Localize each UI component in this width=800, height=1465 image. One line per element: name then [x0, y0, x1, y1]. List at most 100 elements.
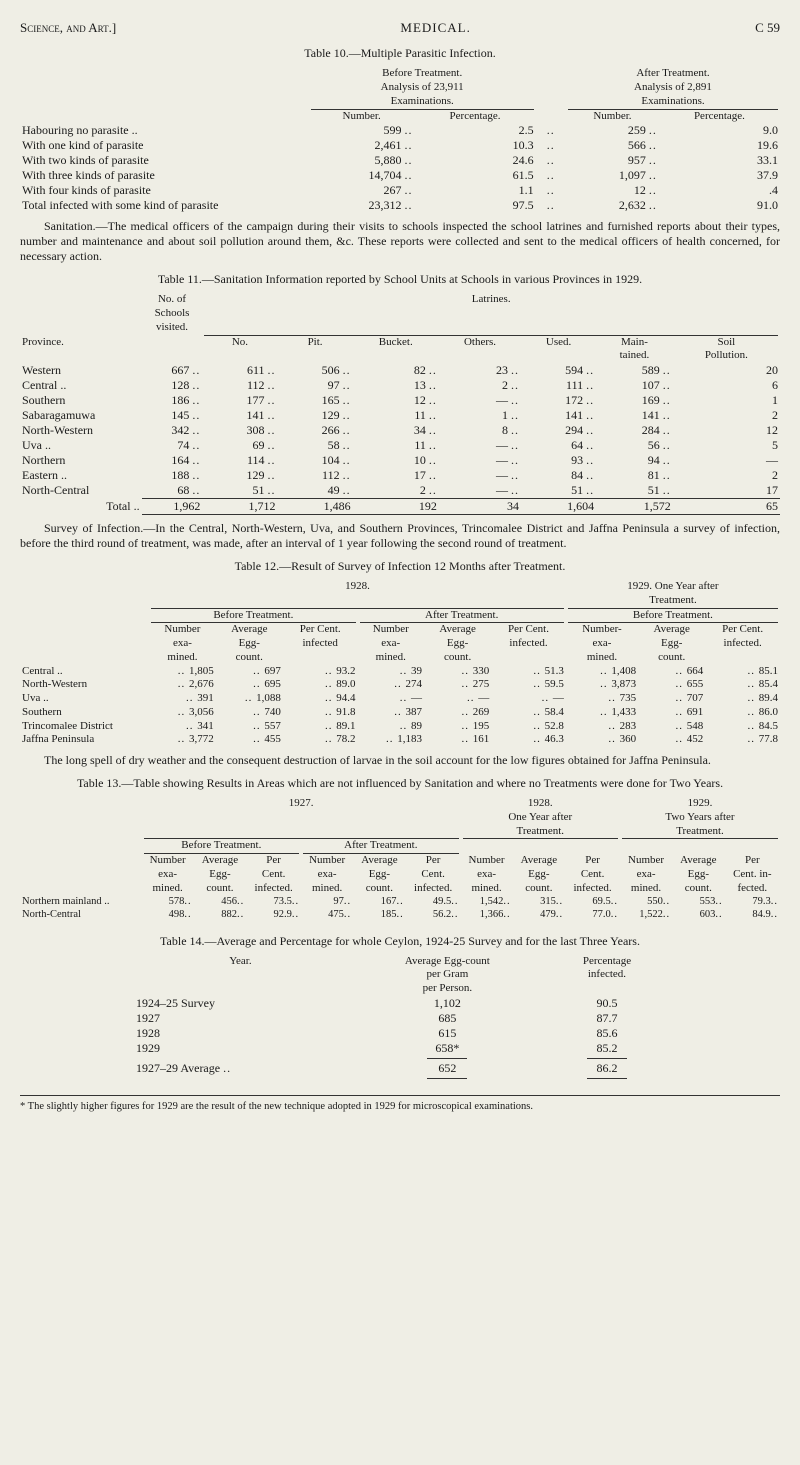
table-row: Habouring no parasite ..599 ..2.5..259 .…	[20, 123, 780, 138]
cell: 58 ..	[278, 438, 353, 453]
cell: 79.3..	[725, 895, 780, 908]
cell: .. 94.4	[283, 692, 358, 706]
cell: .. 735	[566, 692, 638, 706]
cell: 169 ..	[596, 393, 673, 408]
cell: 141 ..	[596, 408, 673, 423]
table-row: With one kind of parasite2,461 ..10.3..5…	[20, 138, 780, 153]
cell: .. 283	[566, 720, 638, 734]
cell: 87.7	[548, 1011, 666, 1026]
cell: 24.6	[414, 153, 535, 168]
cell: .. 1,805	[149, 665, 216, 679]
table-avg-row: 1927–29 Average ..65286.2	[134, 1061, 666, 1076]
cell: .. 3,873	[566, 678, 638, 692]
t12-bt2: Before Treatment.	[566, 609, 780, 623]
cell: 23,312 ..	[309, 198, 415, 213]
cell: .. —	[358, 692, 425, 706]
table-row: With two kinds of parasite5,880 ..24.6..…	[20, 153, 780, 168]
header-left: Science, and Art.]	[20, 20, 116, 36]
cell: 589 ..	[596, 363, 673, 378]
cell: 94 ..	[596, 453, 673, 468]
cell: ..	[536, 168, 566, 183]
table-row: 192768587.7	[134, 1011, 666, 1026]
cell: 37.9	[659, 168, 780, 183]
col-head: Average Egg- count.	[513, 854, 566, 895]
cell: .. 691	[638, 706, 705, 720]
table12: 1928. 1929. One Year after Treatment. Be…	[20, 580, 780, 747]
cell: 97.5	[414, 198, 535, 213]
t13-1928: 1928. One Year after Treatment.	[461, 797, 620, 838]
row-label: Central ..	[20, 665, 149, 679]
cell: 19.6	[659, 138, 780, 153]
cell: 957 ..	[566, 153, 659, 168]
cell: —	[673, 453, 780, 468]
col-head: Average Egg- count.	[353, 854, 406, 895]
cell: 1,962	[142, 499, 203, 515]
table-row: North-Central498..882..92.9..475..185..5…	[20, 908, 780, 921]
cell: .. 269	[424, 706, 491, 720]
t11-c5: Main- tained.	[596, 336, 673, 364]
cell: .. 330	[424, 665, 491, 679]
cell: 185..	[353, 908, 406, 921]
cell: 10 ..	[353, 453, 439, 468]
cell: 34 ..	[353, 423, 439, 438]
survey-para: Survey of Infection.—In the Central, Nor…	[20, 521, 780, 551]
cell: 165 ..	[278, 393, 353, 408]
t11-c6: Soil Pollution.	[673, 336, 780, 364]
t10-num-b: Number.	[309, 110, 415, 124]
cell: 652	[347, 1061, 548, 1076]
row-label: North-Western	[20, 678, 149, 692]
table11-caption: Table 11.—Sanitation Information reporte…	[20, 272, 780, 287]
cell: 10.3	[414, 138, 535, 153]
cell: 91.0	[659, 198, 780, 213]
cell: 61.5	[414, 168, 535, 183]
row-label: North-Western	[20, 423, 142, 438]
t12-s1: Average Egg- count.	[216, 623, 283, 664]
cell: 1,712	[202, 499, 277, 515]
header-right: C 59	[755, 20, 780, 36]
col-head: Per Cent. infected.	[246, 854, 301, 895]
row-label: North-Central	[20, 483, 142, 499]
cell: 12 ..	[353, 393, 439, 408]
cell: .. 1,433	[566, 706, 638, 720]
table13-caption: Table 13.—Table showing Results in Areas…	[20, 776, 780, 791]
cell: 553..	[672, 895, 725, 908]
t11-c0: No.	[202, 336, 277, 364]
cell: 49 ..	[278, 483, 353, 499]
col-head: Number exa- mined.	[142, 854, 194, 895]
cell: .. 59.5	[491, 678, 566, 692]
footnote: * The slightly higher figures for 1929 a…	[20, 1095, 780, 1113]
cell: ..	[536, 123, 566, 138]
cell: .. 1,408	[566, 665, 638, 679]
table-row: Southern186 ..177 ..165 ..12 ..— ..172 .…	[20, 393, 780, 408]
cell: 33.1	[659, 153, 780, 168]
t12-1929: 1929. One Year after Treatment.	[566, 580, 780, 608]
row-label: Trincomalee District	[20, 720, 149, 734]
cell: .. 557	[216, 720, 283, 734]
t12-at: After Treatment.	[358, 609, 566, 623]
cell: .. 664	[638, 665, 705, 679]
t12-s4: Average Egg- count.	[424, 623, 491, 664]
cell: .. 360	[566, 733, 638, 747]
cell: 2,461 ..	[309, 138, 415, 153]
t14-avg-head: Average Egg-count per Gram per Person.	[347, 955, 548, 996]
cell: 51 ..	[596, 483, 673, 499]
cell: 23 ..	[439, 363, 521, 378]
cell: 112 ..	[278, 468, 353, 483]
cell: .. 85.1	[705, 665, 780, 679]
cell: 1,604	[521, 499, 596, 515]
cell: — ..	[439, 468, 521, 483]
row-label: Central ..	[20, 378, 142, 393]
cell: 2	[673, 408, 780, 423]
cell: 92.9..	[246, 908, 301, 921]
cell: 8 ..	[439, 423, 521, 438]
cell: 56 ..	[596, 438, 673, 453]
row-label: With one kind of parasite	[20, 138, 309, 153]
t11-province: Province.	[20, 336, 142, 364]
table-row: With four kinds of parasite267 ..1.1..12…	[20, 183, 780, 198]
cell: 90.5	[548, 996, 666, 1011]
cell: .. 86.0	[705, 706, 780, 720]
cell: 2	[673, 468, 780, 483]
t12-bt: Before Treatment.	[149, 609, 357, 623]
row-label: Northern	[20, 453, 142, 468]
t13-1929: 1929. Two Years after Treatment.	[620, 797, 780, 838]
